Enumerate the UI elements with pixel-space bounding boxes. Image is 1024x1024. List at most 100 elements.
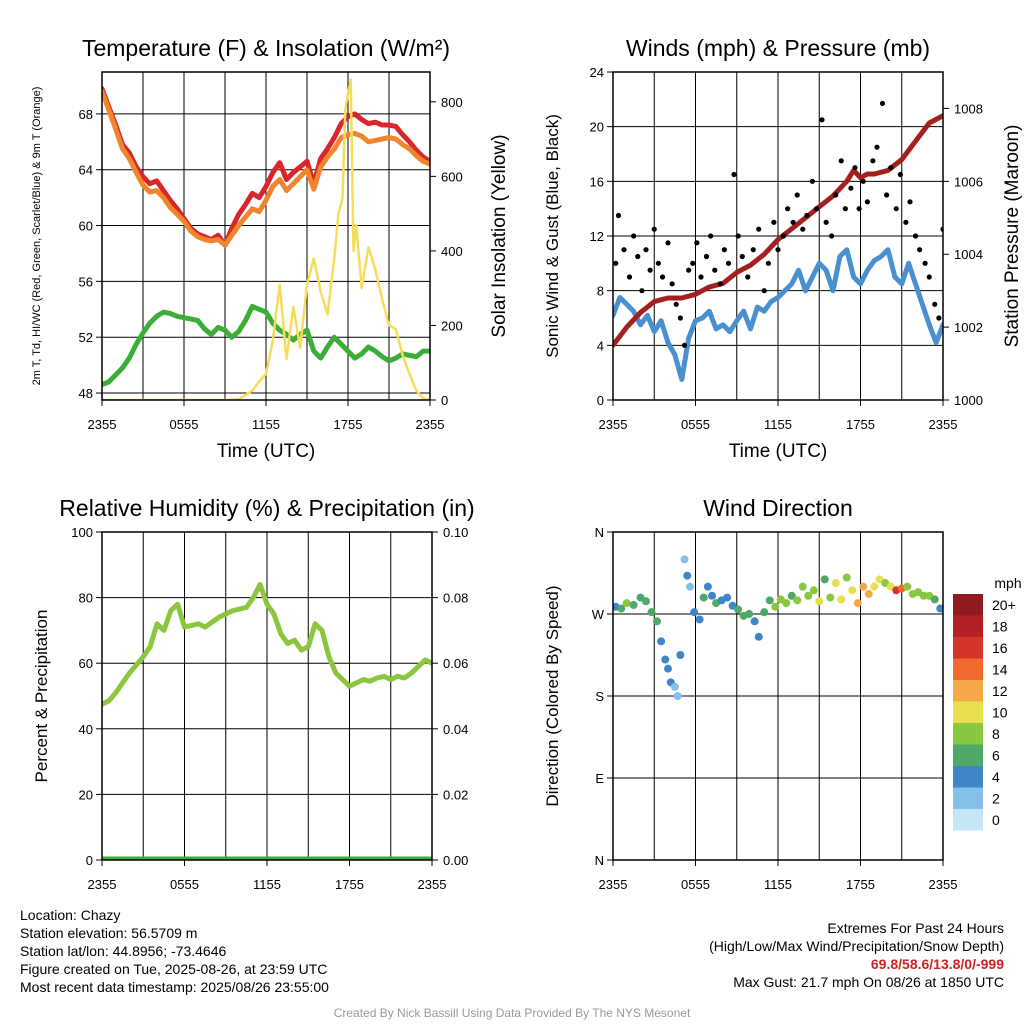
latlon-text: Station lat/lon: 44.8956; -73.4646: [20, 943, 227, 959]
gust-point: [879, 100, 886, 107]
y2-tick-label: 1000: [954, 393, 983, 408]
y2-tick-label: 0.04: [443, 722, 468, 737]
direction-point: [699, 593, 708, 602]
direction-point: [664, 664, 672, 673]
direction-point: [870, 582, 879, 591]
legend-swatch: [953, 744, 983, 766]
gust-point: [621, 247, 627, 253]
y-tick-label: 56: [79, 274, 93, 289]
legend-label: 18: [992, 618, 1008, 634]
chart-panel-2: 0 4 8 12 16 20 24 1000 1002 1004 1006 1008 2355 0555 1…: [543, 35, 1023, 462]
legend-swatch: [953, 787, 983, 809]
gust-point: [780, 233, 787, 239]
x-tick-label: 2355: [416, 417, 445, 432]
x-tick-label: 0555: [170, 877, 199, 892]
legend-label: 6: [992, 747, 1000, 763]
gust-point: [819, 117, 825, 123]
plot-frame: [612, 531, 944, 861]
gust-point: [874, 144, 880, 150]
gust-point: [842, 206, 848, 212]
plot-frame: [101, 531, 433, 861]
direction-point: [859, 582, 868, 591]
gust-point: [750, 247, 756, 253]
y-tick-label: 40: [79, 722, 93, 737]
gust-point: [893, 206, 899, 212]
y-tick-label: 60: [79, 219, 93, 234]
y-axis-label: 2m T, Td, HI/WC (Red, Green, Scarlet/Blu…: [31, 87, 43, 386]
gust-point: [739, 253, 745, 260]
legend-swatch: [953, 701, 983, 723]
gust-point: [884, 192, 890, 198]
x-tick-label: 2355: [929, 877, 958, 892]
x-tick-label: 1155: [764, 877, 792, 892]
y2-axis-label: Station Pressure (Maroon): [1002, 125, 1023, 348]
gust-point: [708, 233, 714, 239]
y-tick-label: 16: [590, 174, 604, 189]
direction-point: [853, 599, 862, 608]
direction-point: [842, 573, 851, 582]
gust-point: [917, 247, 923, 253]
max-gust-text: Max Gust: 21.7 mph On 08/26 at 1850 UTC: [733, 974, 1004, 990]
y-tick-label: 0: [597, 393, 604, 408]
x-tick-label: 1155: [252, 417, 280, 432]
y-tick-label: S: [595, 689, 604, 704]
gust-point: [635, 253, 641, 260]
gust-point: [721, 247, 727, 253]
direction-point: [657, 637, 666, 646]
x-tick-label: 2355: [88, 877, 117, 892]
direction-point: [673, 692, 682, 700]
direction-point: [930, 595, 939, 604]
direction-point: [617, 604, 626, 613]
legend-swatch: [953, 594, 983, 616]
direction-point: [903, 582, 912, 591]
direction-point: [629, 600, 638, 609]
recent-text: Most recent data timestamp: 2025/08/26 2…: [20, 979, 329, 995]
y2-tick-label: 0.10: [443, 525, 468, 540]
y-tick-label: 52: [79, 330, 93, 345]
y2-tick-label: 0.00: [443, 853, 468, 868]
direction-point: [820, 575, 829, 584]
legend-label: 12: [992, 683, 1008, 699]
y-tick-label: 20: [590, 120, 604, 135]
direction-point: [622, 599, 631, 608]
direction-point: [642, 597, 650, 606]
y2-tick-label: 0.02: [443, 787, 468, 802]
legend-swatch: [953, 615, 983, 637]
direction-point: [734, 605, 743, 614]
gust-point: [725, 260, 732, 266]
gust-point: [771, 219, 777, 225]
gust-point: [669, 281, 675, 287]
gust-point: [703, 253, 710, 260]
direction-point: [676, 651, 685, 659]
y-tick-label: 68: [79, 107, 93, 122]
y-tick-label: 20: [79, 787, 93, 802]
gust-point: [717, 281, 723, 287]
x-tick-label: 1755: [334, 417, 363, 432]
direction-point: [826, 593, 835, 602]
gust-point: [643, 247, 649, 253]
direction-point: [754, 632, 763, 641]
gust-point: [852, 165, 858, 171]
y-tick-label: 8: [597, 284, 604, 299]
chart-panel-1: 48 52 56 60 64 68 0 200 400 600 800 2355 0555 1155 175…: [31, 35, 510, 462]
gust-point: [615, 212, 622, 219]
gust-point: [790, 219, 796, 225]
x-tick-label: 1755: [846, 877, 875, 892]
y-tick-label: 80: [79, 591, 93, 606]
direction-point: [745, 610, 754, 618]
y-tick-label: E: [595, 771, 604, 786]
direction-point: [703, 582, 712, 591]
legend-swatch: [953, 680, 983, 702]
y-tick-label: 100: [71, 525, 93, 540]
gust-point: [647, 267, 653, 273]
gust-point: [813, 206, 820, 212]
chart-title: Relative Humidity (%) & Precipitation (i…: [59, 495, 474, 521]
legend-swatch: [953, 637, 983, 659]
gust-point: [651, 226, 657, 232]
legend-swatch: [953, 658, 983, 680]
series-line-3: [102, 304, 430, 388]
plot-frame: [101, 71, 431, 401]
gust-point: [761, 288, 767, 294]
y2-axis-label: Solar Insolation (Yellow): [489, 134, 510, 337]
gust-point: [681, 342, 688, 348]
